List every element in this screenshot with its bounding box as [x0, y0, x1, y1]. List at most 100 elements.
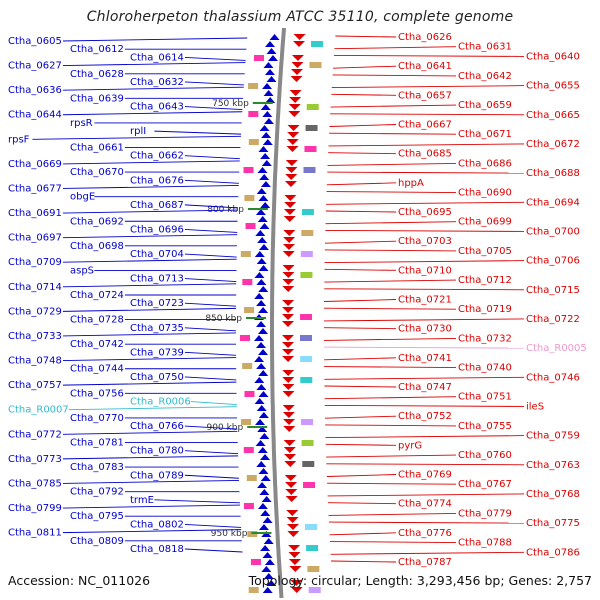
gene-label-right: Ctha_0667: [398, 120, 452, 131]
gene-label-left: Ctha_0643: [130, 102, 184, 113]
gene-leader-line: [184, 81, 244, 86]
gene-leader-line: [62, 160, 240, 165]
gene-label-left: Ctha_0728: [70, 315, 124, 326]
forward-gene-arrow: [261, 496, 272, 502]
forward-gene-arrow: [256, 363, 267, 369]
forward-gene-arrow: [260, 202, 271, 208]
forward-gene-arrow: [254, 377, 265, 383]
forward-gene-arrow: [259, 223, 270, 229]
forward-gene-arrow: [255, 209, 266, 215]
cog-category-block: [306, 545, 319, 551]
gene-label-left: Ctha_0811: [8, 528, 62, 539]
gene-leader-line: [62, 504, 241, 509]
reverse-gene-arrow: [286, 524, 299, 530]
gene-leader-line: [184, 278, 237, 283]
gene-leader-line: [333, 54, 525, 57]
gene-leader-line: [184, 179, 239, 184]
cog-category-block: [240, 251, 251, 257]
reverse-gene-arrow: [285, 496, 298, 502]
reverse-gene-arrow: [293, 41, 306, 47]
gene-leader-line: [335, 35, 397, 38]
gene-label-left: obgE: [70, 192, 95, 203]
gene-label-left: Ctha_0795: [70, 511, 124, 522]
reverse-gene-arrow: [290, 69, 303, 75]
reverse-gene-arrow: [282, 251, 295, 257]
reverse-gene-arrow: [282, 244, 295, 250]
cog-category-block: [303, 482, 316, 488]
right-labels: Ctha_0626 Ctha_0631 Ctha_0640 Ctha_0641 Ctha…: [323, 32, 587, 568]
gene-leader-line: [331, 85, 525, 89]
reverse-gene-arrow: [282, 377, 295, 383]
gene-label-left: Ctha_0735: [130, 323, 184, 334]
gene-leader-line: [324, 260, 525, 264]
reverse-gene-arrow: [293, 34, 306, 40]
gene-leader-line: [324, 279, 457, 283]
cog-category-block: [300, 251, 313, 257]
gene-leader-line: [184, 302, 237, 307]
reverse-gene-arrow: [288, 104, 301, 110]
cog-category-block: [302, 461, 315, 467]
gene-label-left: Ctha_0799: [8, 503, 62, 514]
gene-label-right: Ctha_0775: [526, 518, 580, 529]
reverse-gene-arrow: [283, 209, 296, 215]
gene-label-right: Ctha_0741: [398, 353, 452, 364]
reverse-gene-arrow: [288, 111, 301, 117]
reverse-gene-arrow: [289, 566, 302, 572]
gene-leader-line: [62, 62, 246, 67]
gene-leader-line: [62, 430, 238, 435]
cog-category-block: [304, 524, 317, 530]
reverse-gene-arrow: [282, 370, 295, 376]
reverse-gene-arrow: [286, 146, 299, 152]
forward-gene-arrow: [263, 62, 274, 68]
gene-label-left: Ctha_0729: [8, 306, 62, 317]
reverse-gene-arrow: [285, 482, 298, 488]
gene-label-left: Ctha_0756: [70, 388, 124, 399]
cog-category-block: [242, 279, 253, 285]
gene-leader-line: [324, 240, 397, 244]
reverse-gene-arrow: [290, 587, 303, 593]
gene-label-right: Ctha_0700: [526, 226, 580, 237]
gene-label-right: hppA: [398, 178, 424, 189]
gene-leader-line: [329, 532, 397, 536]
cog-category-block: [301, 419, 314, 425]
forward-gene-arrow: [258, 391, 269, 397]
gene-leader-line: [326, 182, 397, 186]
reverse-gene-arrow: [289, 97, 302, 103]
cog-category-block: [304, 146, 317, 152]
forward-gene-arrow: [254, 272, 265, 278]
gene-label-right: Ctha_0710: [398, 265, 452, 276]
gene-leader-line: [330, 113, 525, 116]
forward-gene-arrow: [262, 587, 273, 593]
gene-label-right: Ctha_0760: [458, 450, 512, 461]
reverse-gene-arrow: [284, 475, 297, 481]
gene-label-right: Ctha_0631: [458, 42, 512, 53]
gene-leader-line: [324, 396, 457, 400]
reverse-gene-arrow: [290, 580, 303, 586]
gene-leader-line: [326, 454, 457, 458]
reverse-gene-arrow: [282, 335, 295, 341]
forward-gene-arrow: [261, 132, 272, 138]
gene-label-left: rpsR: [70, 118, 93, 129]
reverse-gene-arrow: [287, 125, 300, 131]
gene-leader-line: [324, 249, 457, 252]
gene-label-left: Ctha_0636: [8, 85, 62, 96]
gene-label-left: Ctha_0773: [8, 454, 62, 465]
cog-category-block: [301, 230, 314, 236]
gene-label-left: Ctha_0748: [8, 356, 62, 367]
gene-label-left: Ctha_0802: [130, 519, 184, 530]
gene-leader-line: [62, 234, 238, 239]
reverse-gene-arrow: [282, 300, 295, 306]
cog-category-block: [300, 377, 313, 383]
forward-gene-arrow: [265, 41, 276, 47]
gene-label-left: Ctha_0770: [70, 413, 124, 424]
forward-gene-arrow: [256, 384, 267, 390]
cog-category-block: [300, 314, 313, 320]
cog-category-block: [303, 167, 316, 173]
gene-label-left: Ctha_0713: [130, 274, 184, 285]
gene-leader-line: [184, 474, 239, 479]
cog-category-block: [300, 272, 313, 278]
gene-leader-line: [326, 191, 457, 194]
reverse-gene-arrow: [283, 419, 296, 425]
gene-label-left: Ctha_0687: [130, 200, 184, 211]
